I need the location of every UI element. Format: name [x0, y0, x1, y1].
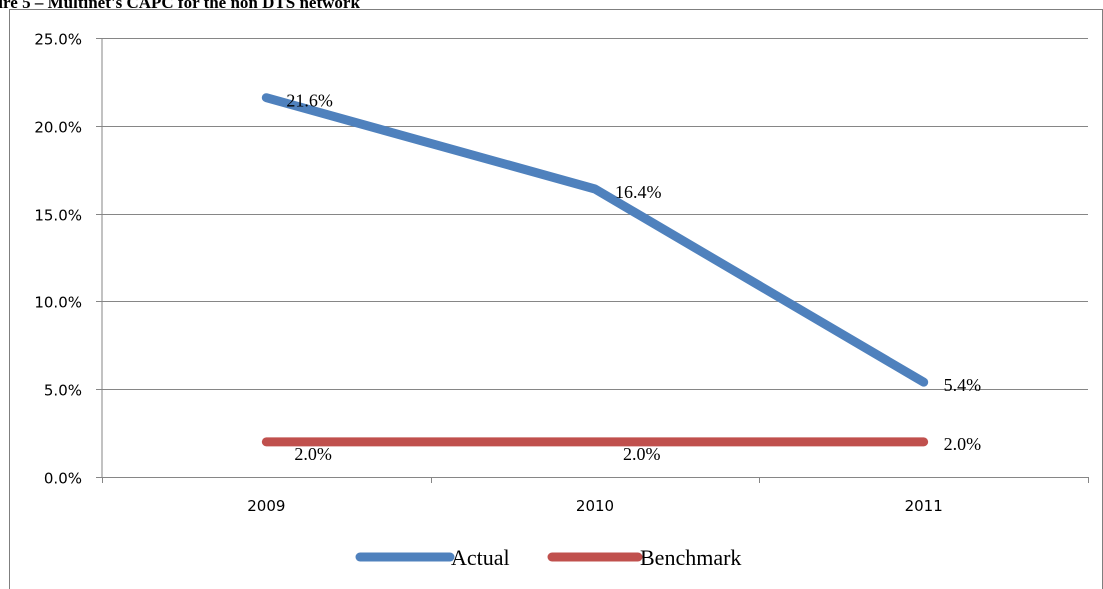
- x-tick-label: 2010: [576, 497, 614, 515]
- data-labels: 21.6% 16.4% 5.4% 2.0% 2.0% 2.0%: [286, 91, 981, 464]
- x-tick-label: 2009: [247, 497, 285, 515]
- data-label: 2.0%: [944, 434, 982, 454]
- y-tick-label: 20.0%: [34, 119, 82, 137]
- y-tick-label: 10.0%: [34, 294, 82, 312]
- legend-label-benchmark: Benchmark: [640, 545, 741, 570]
- axes: [101, 38, 1088, 478]
- data-label: 5.4%: [944, 375, 982, 395]
- data-label: 2.0%: [623, 444, 661, 464]
- y-tick-label: 0.0%: [44, 470, 82, 488]
- series-group: [261, 93, 929, 447]
- data-label: 21.6%: [286, 91, 333, 111]
- data-label: 2.0%: [294, 444, 332, 464]
- y-tick-label: 5.0%: [44, 382, 82, 400]
- legend-label-actual: Actual: [451, 545, 510, 570]
- y-axis-ticks: 0.0% 5.0% 10.0% 15.0% 20.0% 25.0%: [34, 31, 102, 488]
- y-tick-label: 15.0%: [34, 207, 82, 225]
- series-line-actual: [261, 93, 929, 387]
- y-tick-label: 25.0%: [34, 31, 82, 49]
- x-axis-ticks: 2009 2010 2011: [102, 477, 1089, 515]
- data-label: 16.4%: [615, 182, 662, 202]
- x-tick-label: 2011: [905, 497, 943, 515]
- legend: Actual Benchmark: [355, 545, 741, 570]
- gridlines: [102, 38, 1088, 390]
- figure-caption: Figure 5 – Multinet's CAPC for the non D…: [0, 0, 360, 12]
